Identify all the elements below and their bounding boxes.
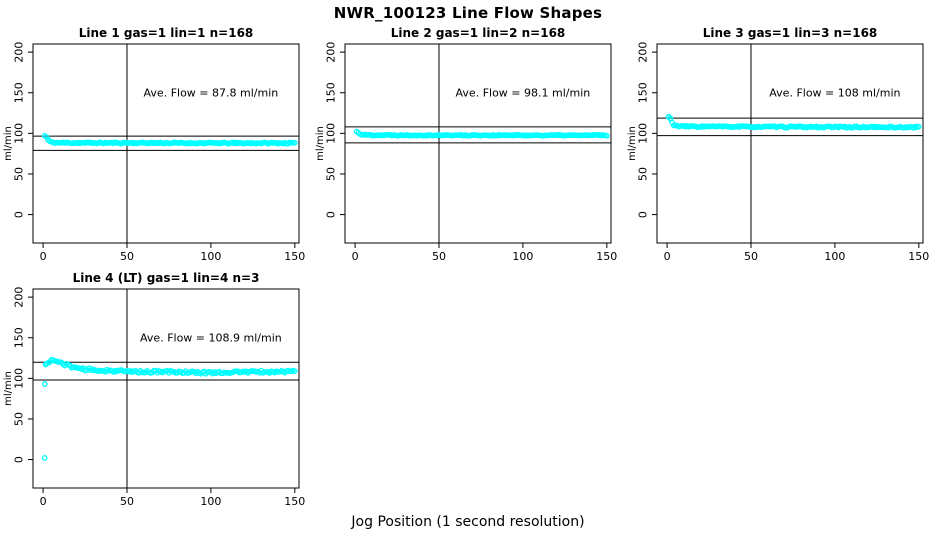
y-tick-label: 50 bbox=[13, 167, 26, 181]
subplot-2: Line 2 gas=1 lin=2 n=168 0 50 100 150 0 50 100 1… bbox=[312, 24, 624, 270]
y-tick-label: 100 bbox=[13, 123, 26, 144]
y-axis-label: ml/min bbox=[315, 126, 326, 161]
subplot-title: Line 2 gas=1 lin=2 n=168 bbox=[391, 26, 566, 40]
x-tick-label: 150 bbox=[284, 250, 305, 263]
y-tick-label: 100 bbox=[13, 368, 26, 389]
subplot-3: Line 3 gas=1 lin=3 n=168 0 50 100 150 0 50 100 1… bbox=[624, 24, 936, 270]
x-tick-label: 50 bbox=[120, 495, 134, 508]
subplot-svg: Line 4 (LT) gas=1 lin=4 n=3 0 50 100 150 0 50 1… bbox=[3, 271, 305, 508]
y-tick-label: 100 bbox=[325, 123, 338, 144]
subplot-title: Line 1 gas=1 lin=1 n=168 bbox=[79, 26, 254, 40]
x-tick-label: 50 bbox=[744, 250, 758, 263]
y-tick-label: 50 bbox=[13, 412, 26, 426]
y-axis-label: ml/min bbox=[3, 371, 14, 406]
x-tick-label: 0 bbox=[40, 250, 47, 263]
ave-flow-annotation: Ave. Flow = 87.8 ml/min bbox=[144, 87, 279, 100]
plot-box bbox=[344, 43, 612, 244]
subplot-svg: Line 3 gas=1 lin=3 n=168 0 50 100 150 0 50 100 1… bbox=[627, 26, 929, 263]
plot-box bbox=[32, 43, 300, 244]
y-tick-label: 150 bbox=[637, 82, 650, 103]
y-tick-label: 200 bbox=[12, 42, 25, 63]
ave-flow-annotation: Ave. Flow = 98.1 ml/min bbox=[456, 87, 591, 100]
data-point bbox=[603, 132, 610, 139]
x-tick-label: 0 bbox=[664, 250, 671, 263]
subplot-1: Line 1 gas=1 lin=1 n=168 0 50 100 150 0 50 100 1… bbox=[0, 24, 312, 270]
x-tick-label: 100 bbox=[200, 250, 221, 263]
x-tick-label: 150 bbox=[908, 250, 929, 263]
subplot-svg: Line 1 gas=1 lin=1 n=168 0 50 100 150 0 50 100 1… bbox=[3, 26, 305, 263]
subplot-svg: Line 2 gas=1 lin=2 n=168 0 50 100 150 0 50 100 1… bbox=[315, 26, 617, 263]
ave-flow-annotation: Ave. Flow = 108.9 ml/min bbox=[140, 332, 282, 345]
data-point-outlier bbox=[667, 115, 674, 122]
data-point-outlier bbox=[41, 381, 48, 387]
x-tick-label: 0 bbox=[40, 495, 47, 508]
plot-box bbox=[656, 43, 924, 244]
data-point-outlier bbox=[42, 361, 49, 368]
y-tick-label: 100 bbox=[637, 123, 650, 144]
subplot-4: Line 4 (LT) gas=1 lin=4 n=3 0 50 100 150 0 50 1… bbox=[0, 269, 312, 515]
data-point bbox=[291, 139, 298, 146]
x-tick-label: 0 bbox=[352, 250, 359, 263]
main-title: NWR_100123 Line Flow Shapes bbox=[333, 4, 603, 22]
y-tick-label: 0 bbox=[637, 211, 650, 218]
y-tick-label: 150 bbox=[325, 82, 338, 103]
x-tick-label: 100 bbox=[824, 250, 845, 263]
y-tick-label: 150 bbox=[13, 82, 26, 103]
x-tick-label: 50 bbox=[120, 250, 134, 263]
subplot-title: Line 3 gas=1 lin=3 n=168 bbox=[703, 26, 878, 40]
subplot-title: Line 4 (LT) gas=1 lin=4 n=3 bbox=[73, 271, 260, 285]
data-point bbox=[291, 368, 298, 374]
y-axis-label: ml/min bbox=[627, 126, 638, 161]
y-tick-label: 50 bbox=[325, 167, 338, 181]
x-tick-label: 100 bbox=[200, 495, 221, 508]
y-tick-label: 200 bbox=[637, 42, 650, 63]
y-tick-label: 0 bbox=[13, 456, 26, 463]
x-axis-caption: Jog Position (1 second resolution) bbox=[351, 514, 585, 530]
ave-flow-annotation: Ave. Flow = 108 ml/min bbox=[769, 87, 900, 100]
y-tick-label: 200 bbox=[325, 42, 338, 63]
x-tick-label: 150 bbox=[284, 495, 305, 508]
y-axis-label: ml/min bbox=[3, 126, 14, 161]
y-tick-label: 200 bbox=[12, 287, 25, 308]
y-tick-label: 0 bbox=[13, 211, 26, 218]
x-tick-label: 50 bbox=[432, 250, 446, 263]
x-tick-label: 150 bbox=[596, 250, 617, 263]
plot-box bbox=[32, 288, 300, 489]
y-tick-label: 150 bbox=[13, 327, 26, 348]
y-tick-label: 0 bbox=[325, 211, 338, 218]
data-point-outlier bbox=[41, 455, 48, 461]
data-point bbox=[915, 123, 922, 130]
x-tick-label: 100 bbox=[512, 250, 533, 263]
y-tick-label: 50 bbox=[637, 167, 650, 181]
